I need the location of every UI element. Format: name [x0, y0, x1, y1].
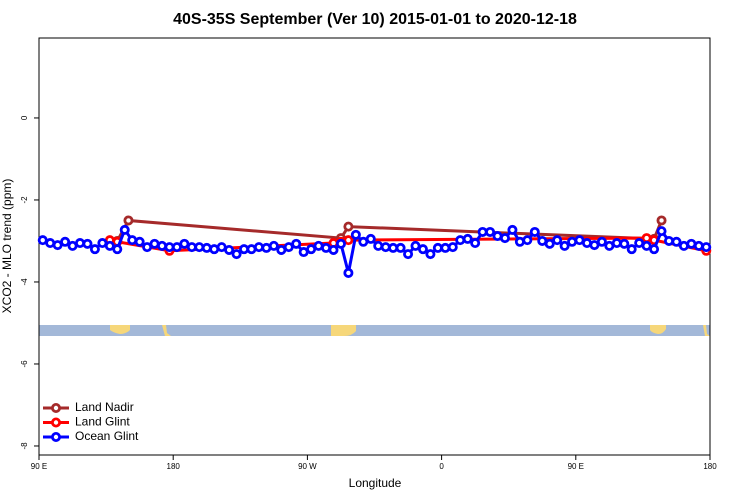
data-point — [343, 221, 354, 232]
data-point — [701, 242, 712, 253]
data-point — [253, 242, 264, 253]
x-axis-label: Longitude — [349, 476, 402, 490]
legend-marker — [51, 417, 62, 428]
data-point — [507, 224, 518, 235]
data-point — [142, 242, 153, 253]
data-point — [231, 249, 242, 260]
data-point — [112, 244, 123, 255]
y-tick-label: 0 — [20, 115, 29, 120]
data-point — [343, 235, 354, 246]
data-point — [224, 244, 235, 255]
y-axis-label: XCO2 - MLO trend (ppm) — [0, 179, 14, 314]
data-point — [410, 240, 421, 251]
chart-title: 40S-35S September (Ver 10) 2015-01-01 to… — [173, 11, 577, 28]
data-point — [663, 235, 674, 246]
data-point — [365, 233, 376, 244]
legend-label: Ocean Glint — [75, 429, 139, 443]
data-point — [522, 235, 533, 246]
data-point — [611, 238, 622, 249]
x-tick-label: 90 E — [568, 462, 584, 471]
data-point — [567, 236, 578, 247]
data-point — [75, 238, 86, 249]
x-tick-label: 180 — [703, 462, 717, 471]
data-point — [343, 267, 354, 278]
data-point — [60, 236, 71, 247]
data-point — [350, 229, 361, 240]
data-point — [589, 240, 600, 251]
data-point — [134, 236, 145, 247]
data-point — [268, 240, 279, 251]
legend-marker — [51, 402, 62, 413]
data-point — [194, 242, 205, 253]
data-point — [104, 240, 115, 251]
legend-label: Land Glint — [75, 415, 130, 429]
data-point — [499, 233, 510, 244]
data-point — [485, 226, 496, 237]
data-point — [641, 240, 652, 251]
data-point — [470, 238, 481, 249]
data-point — [291, 238, 302, 249]
data-point — [552, 235, 563, 246]
data-point — [462, 233, 473, 244]
data-point — [559, 240, 570, 251]
data-point — [119, 224, 130, 235]
data-point — [179, 238, 190, 249]
data-point — [596, 236, 607, 247]
data-point — [425, 249, 436, 260]
data-point — [417, 244, 428, 255]
data-point — [123, 215, 134, 226]
data-point — [82, 238, 93, 249]
data-point — [656, 215, 667, 226]
data-point — [283, 242, 294, 253]
data-point — [671, 236, 682, 247]
data-point — [656, 226, 667, 237]
data-point — [52, 240, 63, 251]
data-point — [373, 240, 384, 251]
y-tick-label: -2 — [20, 196, 29, 204]
data-point — [403, 249, 414, 260]
data-point — [335, 238, 346, 249]
data-point — [529, 226, 540, 237]
data-point — [306, 244, 317, 255]
data-point — [171, 242, 182, 253]
x-tick-label: 90 W — [298, 462, 317, 471]
data-point — [447, 242, 458, 253]
y-tick-label: -4 — [20, 278, 29, 286]
x-tick-label: 0 — [439, 462, 444, 471]
data-point — [544, 238, 555, 249]
y-tick-label: -8 — [20, 442, 29, 450]
x-tick-label: 180 — [167, 462, 181, 471]
data-point — [328, 244, 339, 255]
data-point — [440, 242, 451, 253]
data-point — [455, 235, 466, 246]
data-point — [201, 242, 212, 253]
x-tick-label: 90 E — [31, 462, 47, 471]
data-point — [89, 244, 100, 255]
data-point — [693, 240, 704, 251]
data-point — [380, 242, 391, 253]
land-strip — [39, 325, 710, 336]
data-point — [619, 238, 630, 249]
legend-label: Land Nadir — [75, 400, 134, 414]
legend-marker — [51, 431, 62, 442]
data-point — [514, 236, 525, 247]
data-point — [127, 235, 138, 246]
data-point — [395, 242, 406, 253]
data-point — [649, 244, 660, 255]
data-point — [157, 240, 168, 251]
data-point — [626, 244, 637, 255]
y-tick-label: -6 — [20, 360, 29, 368]
